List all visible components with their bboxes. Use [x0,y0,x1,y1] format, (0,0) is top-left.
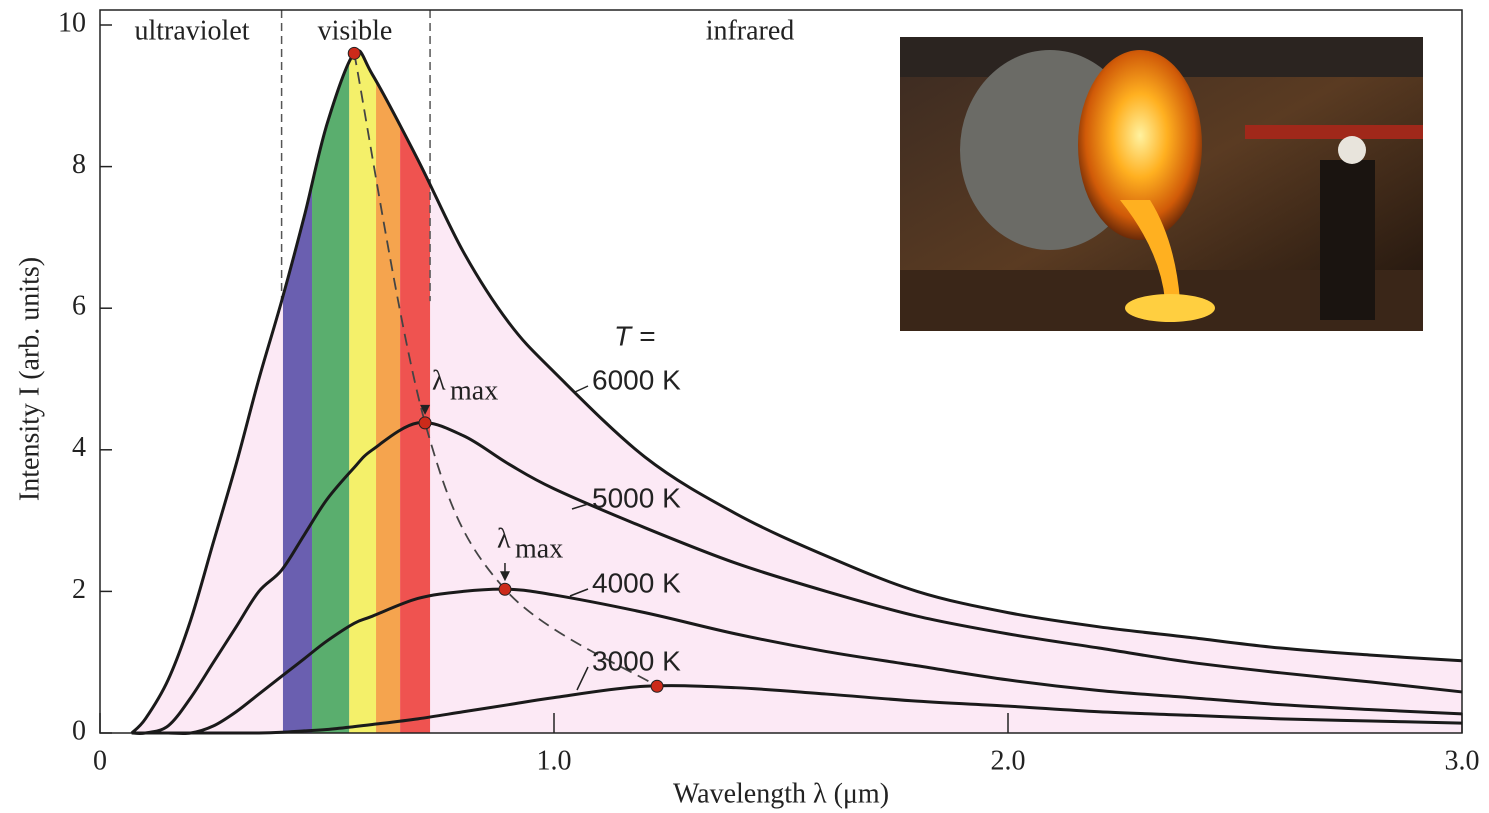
peak-marker [348,47,360,59]
region-label: visible [318,15,393,46]
photo-helmet [1338,136,1366,164]
label-leader [575,386,588,392]
y-tick-label: 10 [58,7,86,38]
y-axis-label: Intensity I (arb. units) [14,257,45,501]
chart: ultraviolet visible infrared 0 2 4 6 8 10 0 1.0 2.0… [0,0,1489,813]
y-tick-label: 0 [72,715,86,746]
region-label: infrared [706,15,795,46]
peak-annotation-subscript: max [450,375,498,406]
spectrum-band [283,5,312,733]
y-tick-label: 8 [72,149,86,180]
photo [900,37,1423,331]
y-tick-label: 2 [72,574,86,605]
x-tick-label: 1.0 [537,745,572,776]
temperature-label: T = [614,320,655,351]
peak-annotation-subscript: max [515,533,563,564]
x-axis-label: Wavelength λ (μm) [673,778,889,809]
y-tick-label: 4 [72,432,86,463]
peak-marker [651,680,663,692]
spectrum-band [400,5,430,733]
series-label: 5000 K [592,482,681,513]
spectrum-band [376,5,400,733]
peak-marker [499,583,511,595]
series-label: 6000 K [592,364,681,395]
peak-annotation-symbol: λ [432,365,446,396]
y-tick-label: 6 [72,291,86,322]
photo-mold [1125,294,1215,322]
photo-worker [1320,160,1375,320]
x-tick-label: 3.0 [1445,745,1480,776]
x-tick-label: 2.0 [991,745,1026,776]
peak-marker [419,417,431,429]
series-label: 3000 K [592,645,681,676]
region-label: ultraviolet [134,15,249,46]
series-label: 4000 K [592,567,681,598]
photo-beam [1245,125,1423,139]
x-tick-label: 0 [93,745,107,776]
peak-annotation-symbol: λ [497,523,511,554]
